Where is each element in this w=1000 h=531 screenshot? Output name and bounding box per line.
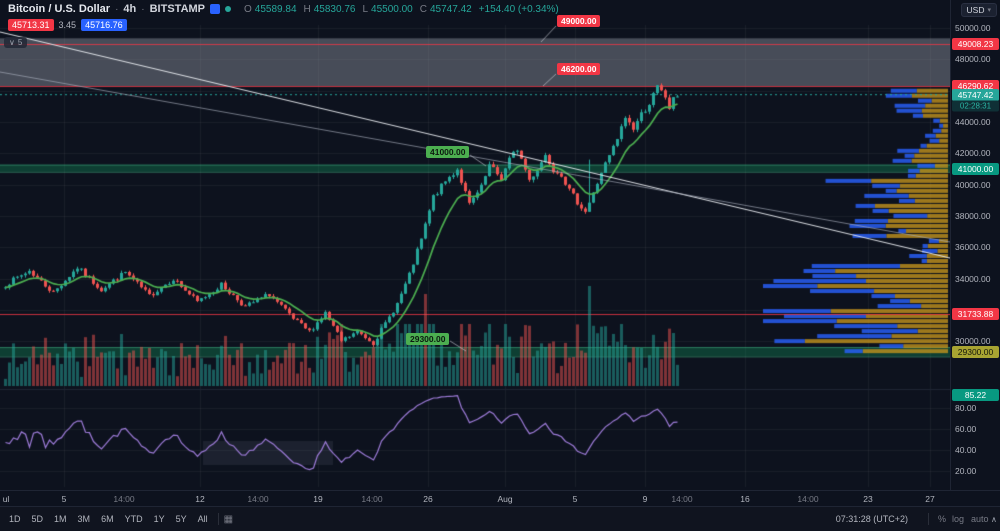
currency-label: USD (966, 5, 985, 15)
range-5y[interactable]: 5Y (175, 514, 187, 524)
symbol-title[interactable]: Bitcoin / U.S. Dollar (8, 3, 111, 15)
time-axis-label: 16 (740, 494, 750, 504)
auto-scale-button[interactable]: auto (971, 514, 989, 524)
separator-dot: · (141, 3, 145, 15)
low-label: L (362, 3, 369, 15)
log-scale-button[interactable]: log (952, 514, 965, 524)
market-status-icon (225, 6, 232, 12)
price-axis-badge: 29300.00 (952, 346, 999, 359)
price-axis-badge: 45747.42 (952, 88, 999, 101)
time-axis-label: ul (2, 494, 10, 504)
percent-scale-button[interactable]: % (938, 514, 947, 524)
range-6m[interactable]: 6M (101, 514, 114, 524)
time-axis-label: 14:00 (797, 494, 819, 504)
price-axis-tick: 34000.00 (955, 273, 991, 284)
open-label: O (244, 3, 252, 15)
time-axis-label: 9 (642, 494, 648, 504)
exchange-logo-icon (210, 4, 221, 14)
rsi-axis-tick: 80.00 (955, 403, 977, 413)
range-1d[interactable]: 1D (9, 514, 21, 524)
price-axis-badge: 85.22 (952, 389, 999, 401)
price-callout[interactable]: 46200.00 (557, 63, 601, 75)
rsi-axis-tick: 40.00 (955, 445, 977, 455)
price-axis-badge: 49008.23 (952, 37, 999, 50)
legend-collapse-button[interactable]: ∨ 5 (4, 37, 28, 48)
calendar-icon[interactable]: ▦ (223, 513, 234, 525)
range-all[interactable]: All (197, 514, 208, 524)
panel-toggle-icon[interactable]: ∧ (991, 514, 997, 524)
bottom-toolbar: 1D 5D 1M 3M 6M YTD 1Y 5Y All ▦ 07:31:28 (UTC+2) … (0, 506, 1000, 531)
clock-label[interactable]: 07:31:28 (UTC+2) (835, 514, 908, 524)
time-axis-label: 12 (195, 494, 205, 504)
range-3m[interactable]: 3M (77, 514, 91, 524)
price-axis[interactable]: 50000.00 48000.00 44000.00 42000.00 40000.00… (950, 0, 1000, 490)
hidden-indicators-count: 5 (17, 38, 23, 47)
buy-price-button[interactable]: 45716.76 (81, 19, 127, 31)
time-axis-label: 14:00 (671, 494, 693, 504)
bid-ask-row: 45713.31 3.45 45716.76 (8, 19, 127, 31)
toolbar-separator (928, 513, 929, 525)
toolbar-separator (217, 513, 219, 525)
time-axis-label: Aug (497, 494, 513, 504)
price-axis-tick: 40000.00 (955, 179, 991, 190)
spread-value: 3.45 (58, 20, 77, 30)
interval-label[interactable]: 4h (123, 3, 137, 15)
price-callout[interactable]: 41000.00 (426, 146, 470, 158)
range-5d[interactable]: 5D (31, 514, 44, 524)
change-value: +154.40 (+0.34%) (478, 3, 559, 15)
price-axis-badge: 31733.88 (952, 307, 999, 320)
price-axis-tick: 30000.00 (955, 336, 991, 347)
chevron-down-icon: ∨ (9, 38, 15, 47)
currency-button[interactable]: USD ▾ (960, 3, 997, 17)
low-value: 45500.00 (371, 3, 413, 15)
time-axis-label: 19 (313, 494, 323, 504)
price-axis-tick: 48000.00 (955, 54, 991, 65)
time-axis[interactable]: ul 5 14:00 12 14:00 19 14:00 26 Aug 5 9 14:00 16 14:0… (0, 490, 1000, 506)
rsi-axis-tick: 20.00 (955, 466, 977, 476)
price-axis-tick: 50000.00 (955, 23, 991, 34)
time-axis-label: 14:00 (247, 494, 269, 504)
ohlc-values: O 45589.84 H 45830.76 L 45500.00 C 45747.42 … (240, 4, 559, 15)
close-value: 45747.42 (429, 3, 472, 15)
price-axis-tick: 38000.00 (955, 210, 991, 221)
price-callout[interactable]: 49000.00 (557, 15, 601, 27)
range-ytd[interactable]: YTD (124, 514, 143, 524)
price-callout[interactable]: 29300.00 (406, 333, 450, 345)
price-axis-tick: 42000.00 (955, 148, 991, 159)
time-axis-label: 26 (423, 494, 433, 504)
open-value: 45589.84 (254, 3, 297, 15)
sell-price-button[interactable]: 45713.31 (8, 19, 54, 31)
time-axis-label: 14:00 (113, 494, 135, 504)
high-label: H (303, 3, 311, 15)
exchange-label: BITSTAMP (149, 3, 206, 15)
price-axis-badge: 02:28:31 (952, 100, 999, 111)
range-1m[interactable]: 1M (54, 514, 67, 524)
price-axis-tick: 44000.00 (955, 117, 991, 128)
price-axis-tick: 36000.00 (955, 242, 991, 253)
close-label: C (419, 3, 427, 15)
high-value: 45830.76 (313, 3, 356, 15)
time-axis-label: 27 (925, 494, 935, 504)
time-axis-label: 23 (863, 494, 873, 504)
time-axis-label: 5 (61, 494, 67, 504)
main-chart-canvas[interactable] (0, 0, 950, 490)
separator-dot: · (115, 3, 119, 15)
date-range-buttons: 1D 5D 1M 3M 6M YTD 1Y 5Y All (0, 512, 213, 526)
time-axis-label: 5 (572, 494, 578, 504)
time-axis-label: 14:00 (361, 494, 383, 504)
price-axis-badge: 41000.00 (952, 162, 999, 175)
caret-down-icon: ▾ (987, 7, 991, 14)
rsi-axis-tick: 60.00 (955, 424, 977, 434)
range-1y[interactable]: 1Y (153, 514, 165, 524)
